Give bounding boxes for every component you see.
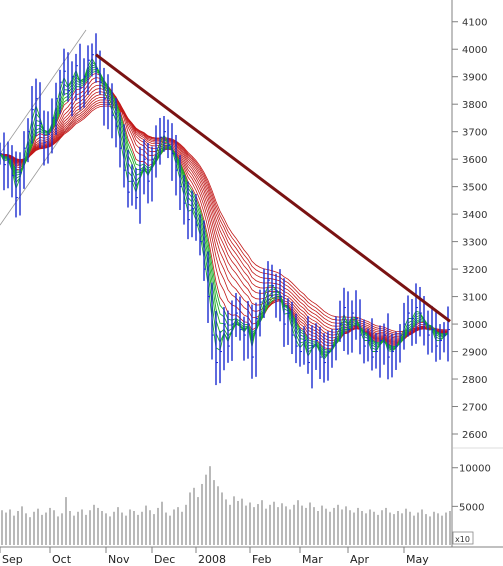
volume-tick-label: 10000 [459,464,491,475]
long-ma-line [0,72,449,350]
y-tick-label: 4100 [462,18,487,29]
y-tick-label: 3700 [462,128,487,139]
long-ma-line [0,105,448,333]
y-tick-label: 4000 [462,45,487,56]
y-tick-label: 3100 [462,293,487,304]
volume-unit-label: x10 [455,535,470,544]
long-ma-line [0,99,449,338]
y-tick-label: 3800 [462,100,487,111]
x-tick-label: Dec [154,553,175,566]
y-tick-label: 3600 [462,155,487,166]
long-ma-line [0,84,449,344]
volume-unit-box [452,531,474,545]
y-tick-label: 3300 [462,238,487,249]
long-ma-line [0,77,449,347]
y-tick-label: 3900 [462,73,487,84]
x-tick-label: Nov [108,553,130,566]
y-tick-label: 2900 [462,348,487,359]
x-tick-label: Apr [350,553,370,566]
x-axis: Sep Oct Nov Dec 2008 Feb Mar Apr May [0,546,503,566]
y-tick-label: 2800 [462,375,487,386]
x-tick-label: Sep [2,553,23,566]
long-ma-line [0,81,449,344]
y-tick-label: 3200 [462,265,487,276]
long-ma-line [0,91,449,341]
y-tick-label: 2700 [462,403,487,414]
long-ma-line [0,103,448,334]
channel-lower [0,101,87,226]
y-tick-label: 2600 [462,430,487,441]
volume-tick-label: 5000 [459,502,484,513]
price-panel [0,29,451,389]
long-ma-line [0,96,449,339]
x-tick-label: 2008 [198,553,226,566]
long-ma-line [0,87,449,343]
y-tick-label: 3000 [462,320,487,331]
trendline [95,53,451,323]
x-tick-label: Feb [252,553,271,566]
channel-upper [0,29,87,154]
y-tick-label: 3400 [462,210,487,221]
y-axis: 4100 4000 3900 3800 3700 3600 3500 3400 3300 3200… [451,0,503,547]
x-tick-label: Oct [52,553,72,566]
y-tick-label: 3500 [462,183,487,194]
x-tick-label: Mar [302,553,323,566]
long-ma-line [0,94,449,340]
x-tick-label: May [406,553,429,566]
volume-panel [1,466,451,545]
long-ma-line [0,101,449,336]
